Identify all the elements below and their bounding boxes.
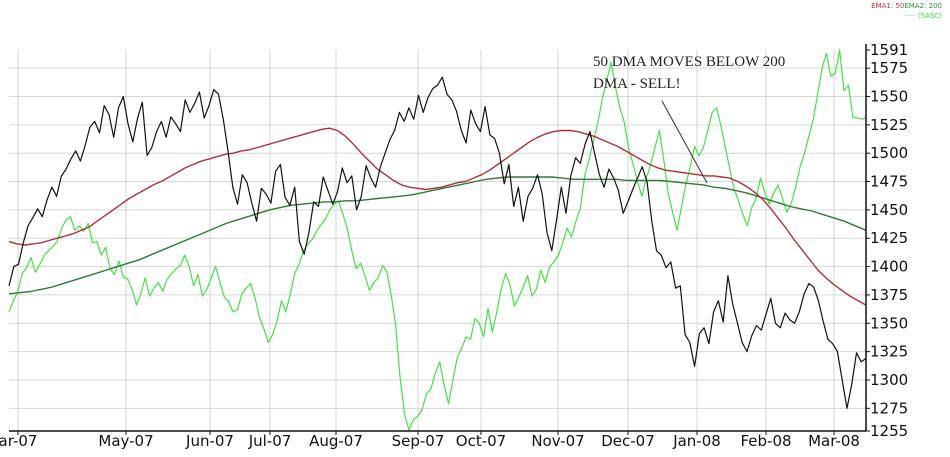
y-tick-label: 1450 (870, 201, 908, 219)
y-tick-label: 1300 (870, 371, 908, 389)
chart-legend: EMA1: 50EMA2: 200 ---- (SASC) (871, 1, 942, 21)
chart-axes (9, 44, 870, 435)
x-tick-label: Jun-07 (185, 432, 234, 450)
series-ema200-line (8, 176, 867, 295)
annotation-pointer (661, 100, 708, 184)
y-tick-label: 1275 (870, 399, 908, 417)
series-ema50-line (8, 127, 867, 306)
x-tick-label: Jan-08 (672, 432, 721, 450)
y-tick-label: 1325 (870, 343, 908, 361)
series-layer (8, 49, 867, 431)
legend-ema1: EMA1: 50 (871, 2, 905, 10)
x-tick-label: Jul-07 (248, 432, 292, 450)
sell-annotation: 50 DMA MOVES BELOW 200 DMA - SELL! (593, 51, 785, 95)
x-tick-label: Sep-07 (392, 432, 445, 450)
x-tick-label: Oct-07 (456, 432, 506, 450)
annotation-line-1: 50 DMA MOVES BELOW 200 (593, 54, 786, 70)
series-sasc-line (8, 49, 867, 431)
y-tick-label: 1591 (870, 41, 908, 59)
legend-sasc: ---- (SASC) (905, 12, 942, 20)
x-tick-label: Mar-08 (808, 432, 860, 450)
annotation-line-2: DMA - SELL! (593, 76, 681, 92)
y-tick-label: 1425 (870, 229, 908, 247)
y-tick-label: 1575 (870, 59, 908, 77)
y-tick-label: 1255 (870, 422, 908, 440)
y-tick-label: 1525 (870, 116, 908, 134)
x-tick-label: Nov-07 (531, 432, 584, 450)
y-tick-label: 1500 (870, 144, 908, 162)
x-tick-label: ar-07 (0, 432, 37, 450)
y-tick-label: 1375 (870, 286, 908, 304)
x-tick-label: May-07 (98, 432, 153, 450)
x-tick-label: Aug-07 (309, 432, 363, 450)
chart-grid (9, 50, 866, 431)
y-tick-label: 1350 (870, 314, 908, 332)
y-tick-label: 1475 (870, 173, 908, 191)
legend-ema2: EMA2: 200 (904, 2, 942, 10)
y-tick-label: 1400 (870, 258, 908, 276)
x-tick-label: Dec-07 (601, 432, 655, 450)
tick-labels: 1255 1275 1300 1325 1350 1375 1400 1425 1450 1475… (0, 41, 908, 450)
series-price-line (8, 76, 867, 409)
x-tick-label: Feb-08 (740, 432, 791, 450)
y-tick-label: 1550 (870, 87, 908, 105)
